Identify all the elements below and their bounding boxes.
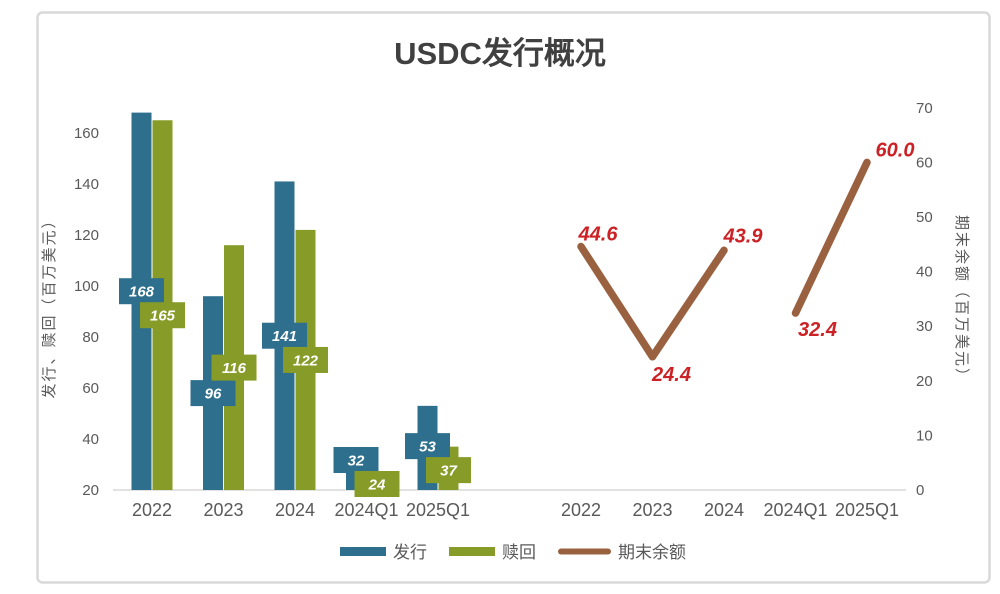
x-axis-label: 2024Q1 <box>763 500 827 520</box>
x-axis-label: 2023 <box>203 500 243 520</box>
bar-value-label: 116 <box>222 360 247 377</box>
bar-value-label-box <box>211 354 257 381</box>
legend-label: 赎回 <box>502 543 536 562</box>
legend-swatch-redemption <box>449 547 495 556</box>
x-axis-label: 2022 <box>132 500 172 520</box>
bar-value-label: 24 <box>368 477 386 494</box>
right-axis-title: 期末余额（百万美元） <box>953 215 971 385</box>
legend: 发行 赎回 期末余额 <box>340 543 686 562</box>
left-axis-tick-label: 80 <box>82 329 99 346</box>
bar-value-label: 96 <box>205 386 222 403</box>
chart-title: USDC发行概况 <box>394 36 606 71</box>
left-axis-title: 发行、赎回（百万美元） <box>41 211 58 398</box>
right-axis-tick-label: 0 <box>916 482 924 499</box>
x-axis-label: 2024Q1 <box>334 500 398 520</box>
bar-value-label-box <box>190 380 236 407</box>
bar-value-label-box <box>262 322 307 349</box>
bar-value-label-box <box>426 457 471 484</box>
left-axis-tick-label: 120 <box>74 227 99 244</box>
x-axis-label: 2025Q1 <box>406 500 470 520</box>
bar-value-label: 141 <box>272 328 297 345</box>
right-axis-tick-label: 60 <box>916 154 933 171</box>
bar-value-label: 122 <box>293 352 319 369</box>
right-axis-tick-label: 70 <box>916 100 933 117</box>
bar-value-label-box <box>119 278 164 305</box>
bar-value-label-box <box>405 433 450 460</box>
bar-value-label-box <box>333 447 379 473</box>
right-axis-tick-label: 50 <box>916 209 933 226</box>
left-axis-tick-label: 140 <box>74 176 99 193</box>
balance-point-label: 43.9 <box>723 225 764 247</box>
chart-frame-border <box>36 11 991 584</box>
bar-value-label-box <box>354 471 400 497</box>
bar-value-label: 37 <box>440 463 457 480</box>
right-axis-tick-label: 20 <box>916 373 933 390</box>
legend-swatch-issuance <box>340 547 386 556</box>
right-axis-tick-label: 40 <box>916 264 933 281</box>
bar-value-label: 165 <box>150 308 176 325</box>
legend-label: 期末余额 <box>618 543 686 562</box>
balance-point-label: 24.4 <box>651 364 691 386</box>
bar-value-label: 53 <box>419 439 436 456</box>
right-axis-tick-label: 30 <box>916 318 933 335</box>
bar-value-label: 168 <box>129 284 155 301</box>
x-axis-label: 2025Q1 <box>835 500 899 520</box>
balance-line <box>791 158 871 317</box>
balance-point-label: 32.4 <box>798 319 837 341</box>
bar-value-label-box <box>140 302 185 329</box>
left-axis-tick-label: 100 <box>74 278 99 295</box>
left-axis-tick-label: 40 <box>82 431 99 448</box>
x-axis-label: 2022 <box>561 500 601 520</box>
balance-point-label: 60.0 <box>876 139 915 161</box>
left-axis-tick-label: 60 <box>82 380 99 397</box>
x-axis-label: 2024 <box>704 500 744 520</box>
left-axis-tick-label: 20 <box>82 482 99 499</box>
balance-line <box>577 242 728 361</box>
left-axis-tick-label: 160 <box>74 125 99 142</box>
plot-area: 20 40 60 80 100 120 140 160 0 10 20 30 40 50 60 70 2022 2… <box>74 100 933 520</box>
balance-point-label: 44.6 <box>578 223 619 245</box>
right-axis-tick-label: 10 <box>916 427 933 444</box>
bar-value-label-box <box>283 346 328 373</box>
x-axis-label: 2023 <box>632 500 672 520</box>
legend-label: 发行 <box>393 543 427 562</box>
bar-value-label: 32 <box>348 453 365 470</box>
x-axis-label: 2024 <box>275 500 315 520</box>
